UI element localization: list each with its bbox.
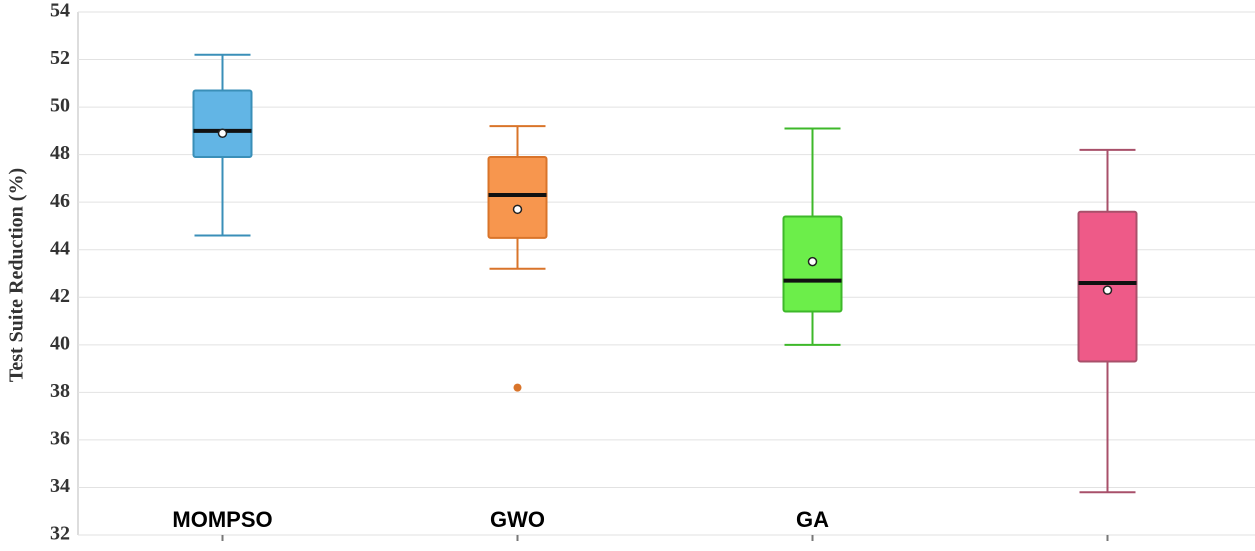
box — [192, 89, 253, 159]
y-tick-label: 46 — [50, 190, 70, 212]
outlier — [513, 383, 522, 392]
mean — [1102, 285, 1113, 295]
y-axis-label: Test Suite Reduction (%) — [6, 168, 28, 382]
box — [487, 156, 548, 239]
mean — [217, 128, 228, 138]
y-tick-label: 32 — [50, 523, 70, 545]
y-tick-label: 48 — [50, 142, 70, 164]
y-tick-label: 38 — [50, 380, 70, 402]
y-tick-label: 54 — [50, 0, 70, 22]
mean — [512, 204, 523, 215]
y-tick-label: 52 — [50, 47, 70, 69]
y-tick-label: 42 — [50, 285, 70, 307]
mean — [807, 256, 818, 267]
x-tick-label: GA — [796, 507, 829, 532]
x-tick-label: GWO — [490, 507, 545, 532]
y-tick-label: 50 — [50, 95, 70, 117]
y-tick-label: 34 — [50, 475, 70, 497]
y-tick-label: 36 — [50, 428, 70, 450]
y-tick-label: 44 — [50, 237, 70, 259]
y-tick-label: 40 — [50, 332, 70, 354]
x-tick-label: MOMPSO — [172, 507, 272, 532]
